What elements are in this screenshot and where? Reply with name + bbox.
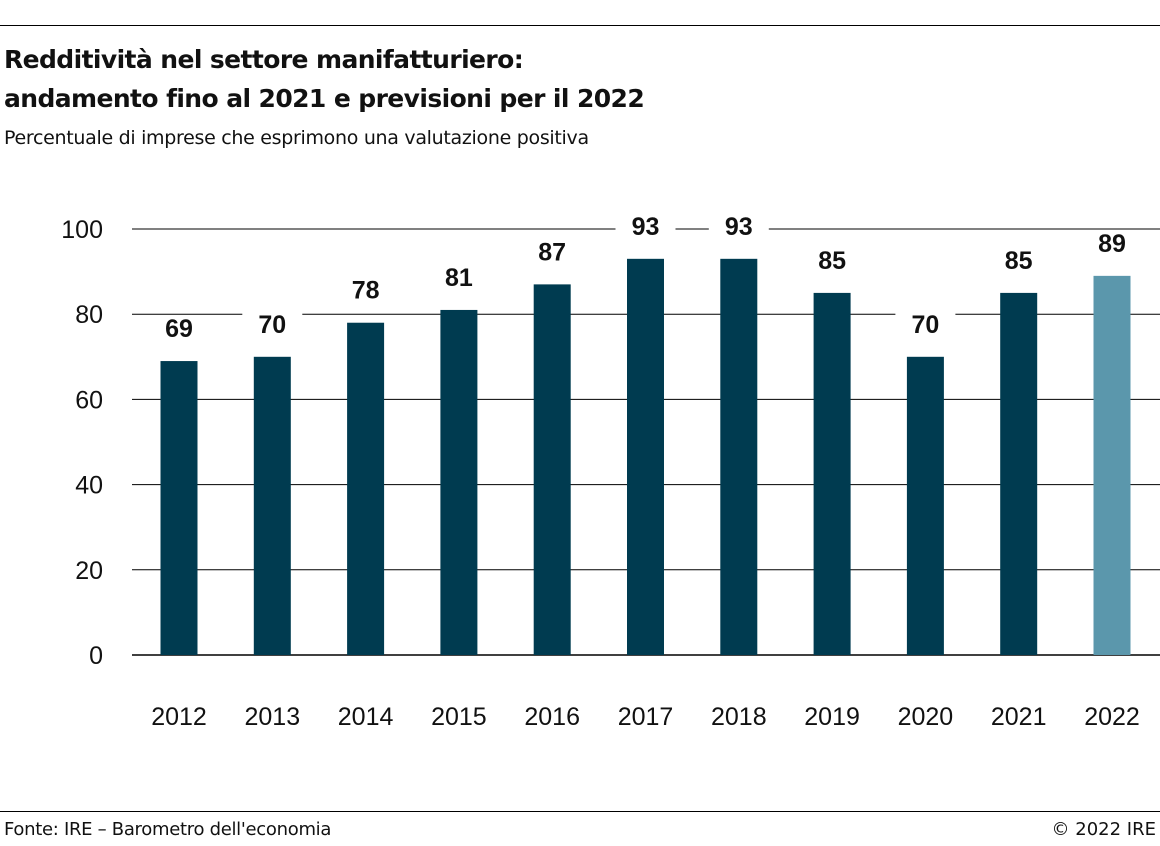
y-tick-label: 80 [75, 301, 103, 329]
bar-value-label: 87 [538, 238, 566, 266]
x-tick-label: 2013 [244, 703, 300, 731]
bottom-rule [0, 811, 1160, 812]
bar-value-label: 69 [165, 315, 193, 343]
y-tick-label: 0 [89, 642, 103, 670]
bar-value-label: 70 [911, 311, 939, 339]
y-axis-tick-labels: 0 20 40 60 80 100 [61, 216, 103, 670]
top-rule [0, 25, 1160, 26]
x-tick-label: 2020 [898, 703, 954, 731]
bar-2012 [160, 361, 198, 655]
x-tick-label: 2018 [711, 703, 767, 731]
bar-value-label: 93 [725, 213, 753, 241]
bar-2021 [1000, 292, 1038, 655]
y-tick-label: 20 [75, 557, 103, 585]
x-tick-label: 2016 [524, 703, 580, 731]
chart-title: Redditività nel settore manifatturiero: … [4, 40, 1154, 118]
bar-value-label: 93 [632, 213, 660, 241]
x-tick-label: 2022 [1084, 703, 1140, 731]
bar-2014 [347, 322, 385, 655]
copyright-note: © 2022 IRE [1051, 819, 1156, 840]
x-tick-label: 2014 [338, 703, 394, 731]
bar-chart: 0 20 40 60 80 100 69 70 78 81 87 93 93 85 70 85 89 2012… [61, 213, 1160, 731]
bar-value-label: 85 [818, 247, 846, 275]
bar-value-label: 85 [1005, 247, 1033, 275]
bar-2022 [1093, 275, 1131, 655]
chart-subtitle: Percentuale di imprese che esprimono una… [4, 127, 589, 149]
bar-2019 [813, 292, 851, 655]
y-tick-label: 100 [61, 216, 103, 244]
chart-title-line-1: Redditività nel settore manifatturiero: [4, 45, 524, 74]
y-tick-label: 40 [75, 472, 103, 500]
chart-title-line-2: andamento fino al 2021 e previsioni per … [4, 84, 645, 113]
bar-2017 [627, 258, 664, 655]
bar-2018 [720, 258, 758, 655]
bar-value-label: 70 [258, 311, 286, 339]
x-tick-label: 2017 [618, 703, 674, 731]
bar-2013 [253, 356, 291, 655]
x-tick-label: 2012 [151, 703, 207, 731]
x-tick-label: 2015 [431, 703, 487, 731]
bar-2016 [533, 284, 571, 655]
bar-2015 [440, 309, 478, 655]
x-axis-tick-labels: 2012 2013 2014 2015 2016 2017 2018 2019 2020 2021… [151, 703, 1140, 731]
bar-value-label: 81 [445, 264, 473, 292]
x-tick-label: 2021 [991, 703, 1047, 731]
bar-value-label: 78 [352, 277, 380, 305]
bar-value-label: 89 [1098, 230, 1126, 258]
y-tick-label: 60 [75, 386, 103, 414]
bars [160, 258, 1131, 655]
bar-2020 [906, 356, 944, 655]
x-tick-label: 2019 [804, 703, 860, 731]
source-note: Fonte: IRE – Barometro dell'economia [4, 819, 332, 840]
bar-value-labels: 69 70 78 81 87 93 93 85 70 85 89 [165, 213, 1126, 343]
